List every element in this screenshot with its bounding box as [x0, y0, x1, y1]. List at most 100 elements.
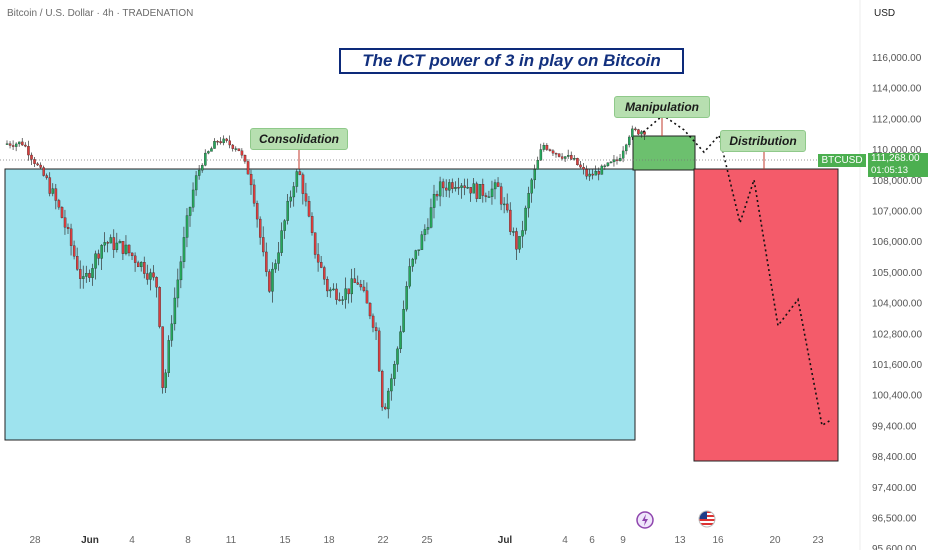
y-tick-label: 107,000.00	[872, 207, 922, 218]
candle-up	[274, 263, 277, 270]
candle-up	[512, 231, 515, 233]
candle-up	[448, 182, 451, 191]
candle-down	[69, 228, 73, 246]
candle-up	[286, 200, 289, 221]
x-tick-label: 9	[620, 535, 626, 546]
distribution-zone	[693, 168, 839, 462]
candle-down	[130, 252, 134, 257]
candle-down	[445, 187, 448, 191]
candle-up	[521, 230, 524, 237]
candle-down	[24, 144, 27, 147]
candle-up	[466, 187, 469, 189]
candle-up	[210, 148, 213, 152]
candle-down	[323, 267, 326, 280]
candle-up	[414, 250, 418, 260]
manipulation-label: Manipulation	[614, 96, 710, 118]
candle-down	[262, 237, 265, 253]
candle-down	[255, 203, 259, 220]
candle-down	[8, 143, 12, 146]
candle-up	[640, 131, 643, 135]
x-tick-label: 6	[589, 535, 595, 546]
candle-up	[170, 323, 174, 341]
candle-up	[432, 193, 436, 208]
candle-up	[612, 159, 616, 163]
candle-up	[94, 253, 97, 269]
candle-up	[51, 188, 55, 194]
candle-down	[353, 278, 357, 283]
candle-up	[600, 165, 604, 175]
candle-down	[469, 187, 472, 194]
lightning-event-icon[interactable]	[636, 511, 654, 529]
candle-down	[42, 167, 45, 176]
x-tick-label: 4	[562, 535, 568, 546]
candle-down	[21, 141, 24, 146]
candle-up	[603, 165, 607, 167]
candle-up	[472, 183, 475, 194]
candle-down	[54, 188, 58, 201]
x-tick-label: Jul	[498, 535, 513, 546]
x-tick-label: 13	[674, 535, 686, 546]
candle-down	[615, 159, 619, 161]
y-tick-label: 96,500.00	[872, 514, 917, 525]
candle-up	[109, 237, 113, 244]
candle-down	[319, 262, 323, 268]
candle-down	[63, 217, 67, 228]
candle-up	[524, 207, 527, 231]
candle-down	[551, 150, 555, 154]
candle-up	[393, 364, 396, 379]
candle-down	[72, 245, 76, 257]
candle-up	[411, 258, 414, 267]
candle-up	[539, 149, 543, 161]
candle-up	[204, 152, 207, 166]
candle-up	[115, 242, 119, 250]
candle-down	[152, 272, 155, 278]
candle-up	[197, 169, 201, 176]
candle-up	[344, 288, 347, 300]
candle-down	[246, 161, 250, 175]
candle-down	[380, 370, 384, 408]
candle-down	[484, 195, 488, 197]
y-tick-label: 112,000.00	[872, 114, 922, 125]
candle-down	[249, 173, 253, 186]
time-axis: 28 Jun 4 8 11 15 18 22 25 Jul 4 6 9 13 16 20 23	[29, 535, 824, 546]
candle-down	[374, 327, 378, 332]
candle-down	[307, 200, 311, 217]
candle-up	[350, 278, 353, 295]
candle-up	[222, 138, 225, 144]
currency-label: USD	[874, 8, 896, 19]
y-tick-label: 114,000.00	[872, 84, 922, 95]
candle-up	[85, 273, 88, 277]
candle-down	[371, 315, 375, 328]
candle-down	[463, 185, 466, 188]
candle-up	[625, 144, 628, 152]
candle-up	[405, 286, 408, 310]
candle-down	[509, 209, 512, 232]
candle-up	[454, 187, 457, 189]
x-tick-label: 15	[279, 535, 291, 546]
candle-down	[240, 150, 244, 156]
candle-down	[557, 153, 561, 157]
candle-down	[347, 288, 350, 295]
candle-down	[48, 177, 52, 194]
candle-up	[164, 372, 167, 388]
candle-up	[173, 297, 177, 325]
candle-up	[185, 215, 189, 238]
candle-down	[216, 141, 219, 143]
candle-up	[588, 173, 591, 177]
candle-down	[265, 251, 268, 272]
candle-down	[30, 154, 33, 160]
candle-up	[573, 158, 576, 160]
candle-up	[631, 128, 634, 138]
y-tick-label: 95,600.00	[872, 544, 917, 550]
candle-down	[231, 144, 235, 149]
candle-up	[606, 162, 610, 166]
last-price-value: 111,268.00	[871, 153, 920, 164]
us-flag-icon[interactable]	[698, 510, 716, 528]
candle-down	[88, 273, 91, 278]
candle-down	[57, 200, 61, 208]
candle-down	[143, 262, 146, 274]
candle-up	[628, 136, 631, 146]
candle-down	[27, 146, 30, 156]
bar-countdown: 01:05:13	[871, 165, 908, 176]
